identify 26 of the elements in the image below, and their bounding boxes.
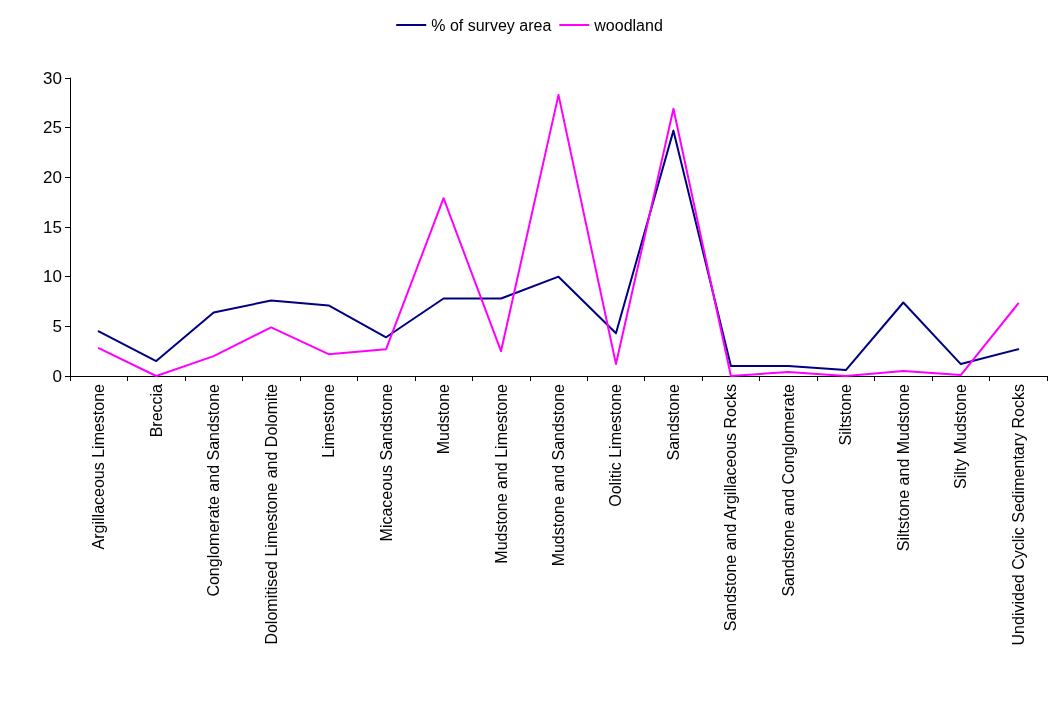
y-tick-label: 15 [43, 217, 62, 237]
x-tick-label: Sandstone [664, 383, 682, 461]
y-tick-label: 30 [43, 68, 62, 88]
x-tick-label: Mudstone and Sandstone [550, 383, 567, 567]
x-tick-label: Sandstone and Argillaceous Rocks [722, 384, 740, 632]
x-tick-label: Undivided Cyclic Sedimentary Rocks [1009, 384, 1027, 646]
x-tick-label: Conglomerate and Sandstone [205, 383, 223, 597]
x-tick-label: Oolitic Limestone [607, 383, 625, 507]
y-tick-label: 25 [43, 118, 62, 138]
x-tick-label: Dolomitised Limestone and Dolomite [262, 383, 280, 645]
x-tick-label: Limestone [320, 383, 338, 458]
y-tick-label: 5 [52, 316, 62, 336]
x-tick-label: Mudstone [435, 383, 453, 455]
x-tick-label: Siltstone [837, 383, 855, 446]
y-tick-label: 0 [52, 366, 62, 386]
x-tick-label: Micaceous Sandstone [377, 383, 395, 542]
x-tick-label: Breccia [147, 383, 165, 438]
y-tick-label: 20 [43, 167, 62, 187]
x-tick-label: Mudstone and Limestone [492, 383, 510, 564]
x-tick-label: Argillaceous Limestone [90, 383, 108, 550]
legend-label: woodland [593, 16, 663, 34]
x-tick-label: Siltstone and Mudstone [894, 383, 912, 552]
x-tick-label: Silty Mudstone [952, 383, 970, 489]
legend-label: % of survey area [431, 16, 552, 34]
x-tick-label: Sandstone and Conglomerate [779, 383, 797, 597]
y-tick-label: 10 [43, 267, 62, 287]
